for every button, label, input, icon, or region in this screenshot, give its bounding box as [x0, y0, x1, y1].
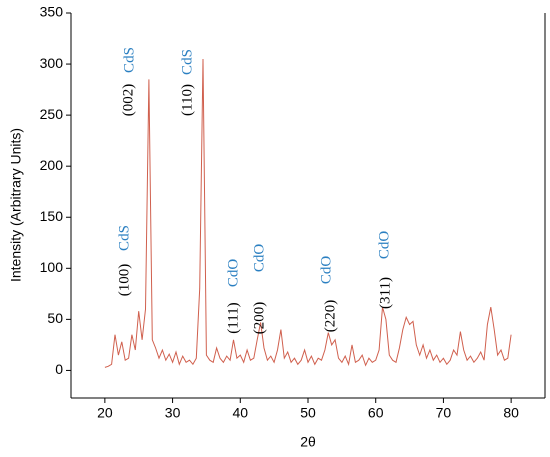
- y-axis-label: Intensity (Arbitrary Units): [8, 128, 24, 282]
- x-tick-label: 60: [368, 405, 384, 421]
- x-tick-label: 50: [300, 405, 316, 421]
- annotation: (111): [225, 302, 241, 333]
- y-tick-label: 200: [40, 157, 64, 173]
- y-tick-label: 100: [40, 259, 64, 275]
- annotation: CdS: [121, 47, 137, 73]
- x-tick-label: 20: [97, 405, 113, 421]
- annotation: (100): [116, 264, 132, 297]
- annotation: CdO: [251, 244, 267, 273]
- x-tick-label: 30: [165, 405, 181, 421]
- x-axis-label: 2θ: [300, 434, 316, 450]
- annotation: CdS: [116, 225, 132, 251]
- x-tick-label: 70: [436, 405, 452, 421]
- y-tick-label: 0: [55, 361, 63, 377]
- x-tick-label: 40: [232, 405, 248, 421]
- y-tick-label: 50: [47, 310, 63, 326]
- y-tick-label: 300: [40, 55, 64, 71]
- annotation: (311): [377, 277, 393, 309]
- annotation: (220): [322, 300, 338, 333]
- annotation: (002): [120, 84, 136, 117]
- y-tick-label: 250: [40, 106, 64, 122]
- annotation: CdO: [225, 259, 241, 288]
- annotation: CdS: [179, 49, 195, 75]
- y-tick-label: 350: [40, 4, 64, 20]
- annotation: CdO: [376, 231, 392, 260]
- data-line: [104, 58, 512, 368]
- y-tick-label: 150: [40, 208, 64, 224]
- annotation: CdO: [318, 256, 334, 285]
- annotation: (200): [251, 302, 267, 335]
- annotation: (110): [179, 84, 195, 116]
- x-tick-label: 80: [503, 405, 519, 421]
